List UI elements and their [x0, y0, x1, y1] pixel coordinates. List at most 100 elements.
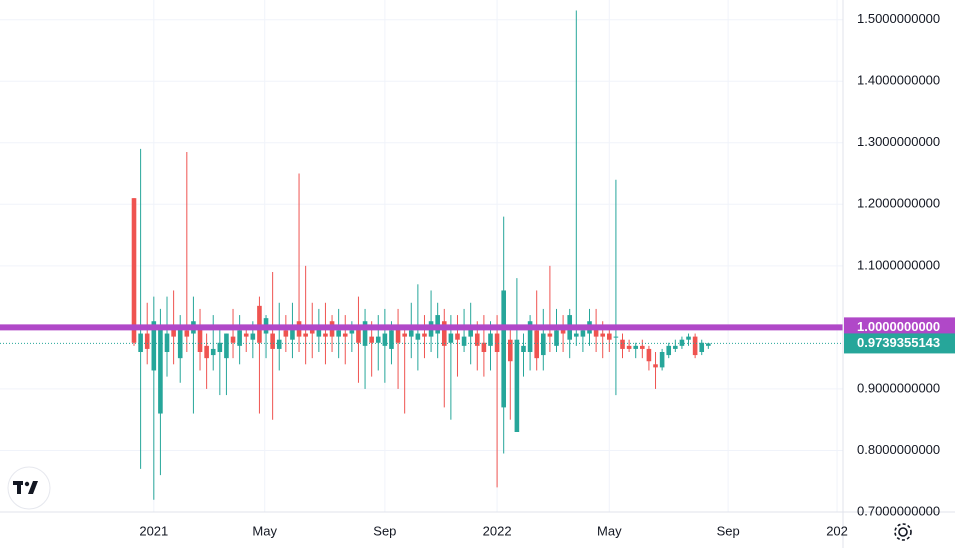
candle-body [527, 321, 533, 352]
candle-body [415, 333, 421, 340]
candle-body [593, 327, 599, 337]
candle-body [574, 333, 579, 337]
candle-body [309, 327, 315, 334]
candle-body [395, 327, 401, 343]
candle-body [521, 345, 526, 352]
candle-body [481, 342, 487, 352]
candle-body [613, 336, 619, 338]
y-tick-label: 0.7000000000 [857, 503, 940, 518]
candle-body [276, 339, 282, 349]
candle-body [540, 333, 546, 356]
x-tick-label: 2021 [139, 523, 168, 538]
candle-body [468, 327, 473, 337]
candle-body [514, 339, 520, 432]
candle-body [461, 336, 467, 346]
candle-body [204, 345, 209, 359]
candle-body [666, 345, 672, 356]
plot-area [0, 0, 843, 513]
candle-body [673, 345, 678, 349]
candle-body [177, 327, 183, 359]
candle-body [408, 330, 414, 337]
candle-body [356, 327, 361, 343]
candle-body [210, 348, 216, 356]
candle-body [197, 327, 203, 352]
candle-body [164, 333, 170, 352]
candle-body [494, 333, 500, 352]
candle-body [620, 339, 625, 349]
candle-body [349, 330, 355, 334]
candle-body [270, 333, 275, 349]
candle-body [679, 339, 685, 346]
candle-body [633, 345, 639, 349]
candle-body [144, 333, 150, 349]
candle-body [290, 327, 295, 340]
candle-body [151, 321, 157, 371]
candle-body [474, 333, 480, 346]
candle-body [184, 330, 190, 337]
candle-body [686, 336, 691, 340]
candle-body [659, 352, 665, 368]
candle-body [303, 333, 308, 337]
candle-body [230, 336, 236, 343]
candle-body [422, 333, 427, 337]
candle-body [316, 327, 322, 337]
candle-body [217, 342, 223, 352]
time-axis [0, 512, 843, 548]
axis-labels: 2021 May Sep 2022 May Sep 202 0.7000000000 0.800… [139, 11, 955, 538]
candle-body [626, 345, 632, 349]
candle-body [257, 305, 262, 343]
candle-body [600, 333, 606, 337]
level-label-box [844, 317, 955, 338]
x-tick-label: Sep [373, 523, 396, 538]
candle-body [692, 336, 698, 356]
level-label: 1.0000000000 [857, 319, 940, 334]
candle-body [699, 342, 705, 352]
y-tick-label: 1.1000000000 [857, 257, 940, 272]
x-tick-label: May [597, 523, 622, 538]
y-tick-label: 0.8000000000 [857, 442, 940, 457]
candle-body [158, 327, 163, 414]
candle-body [369, 336, 374, 343]
candle-body [435, 315, 440, 334]
x-tick-label: Sep [717, 523, 740, 538]
settings-gear[interactable] [894, 523, 912, 541]
candle-body [389, 330, 394, 349]
candle-body [653, 364, 658, 368]
candle-body [224, 333, 229, 359]
candle-body [646, 348, 652, 362]
tradingview-logo[interactable] [7, 466, 51, 510]
candle-body [362, 321, 368, 346]
candle-body [382, 333, 388, 346]
candle-body [171, 327, 176, 337]
candle-body [342, 333, 348, 337]
candle-body [547, 333, 553, 337]
candle-body [250, 333, 256, 340]
y-tick-label: 1.3000000000 [857, 134, 940, 149]
candle-body [488, 333, 493, 346]
candle-body [580, 330, 586, 337]
candle-body [501, 290, 506, 408]
y-tick-label: 1.5000000000 [857, 11, 940, 26]
candle-body [448, 333, 454, 343]
candle-body [323, 333, 328, 337]
candle-body [402, 333, 407, 337]
candle-body [283, 330, 289, 337]
price-axis [843, 0, 955, 548]
candle-body [507, 339, 513, 362]
y-tick-label: 0.9000000000 [857, 380, 940, 395]
candle-body [607, 333, 612, 340]
candle-body [554, 330, 559, 346]
candle-body [706, 343, 711, 346]
x-tick-label: 2022 [483, 523, 512, 538]
candle-body [375, 336, 381, 343]
candle-body [131, 198, 137, 343]
candle-body [534, 330, 539, 359]
candle-body [336, 330, 341, 337]
candle-body [560, 327, 566, 334]
candle-body [441, 321, 447, 346]
y-tick-label: 1.4000000000 [857, 73, 940, 88]
x-tick-label: 202 [826, 523, 848, 538]
candle-body [138, 333, 143, 352]
candle-body [237, 330, 242, 346]
